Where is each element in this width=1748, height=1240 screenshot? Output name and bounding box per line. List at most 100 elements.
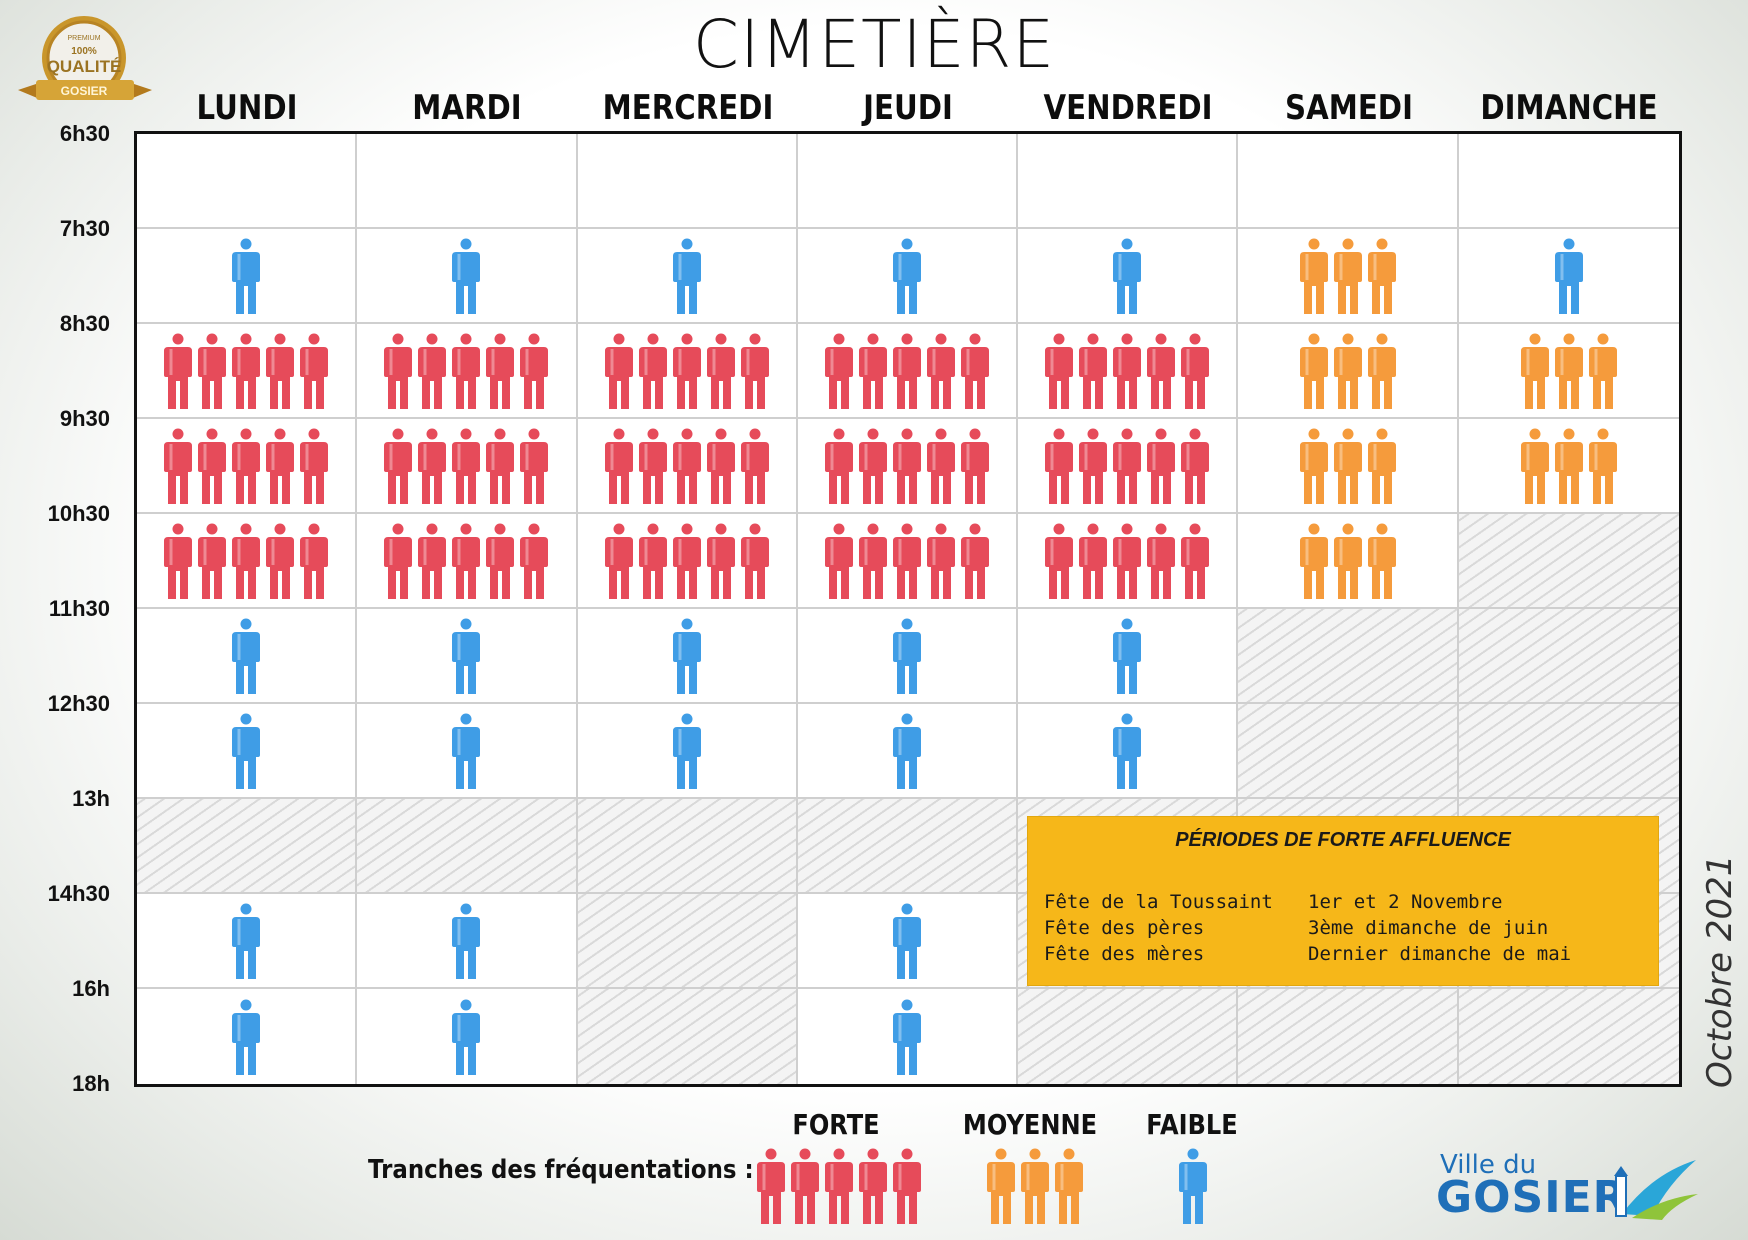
peak-period-event: Fête des pères [1044, 917, 1205, 939]
person-icon [1181, 333, 1210, 409]
person-icon [1588, 333, 1617, 409]
peak-periods-box: PÉRIODES DE FORTE AFFLUENCE Fête de la T… [1028, 817, 1658, 985]
person-icon [1181, 523, 1210, 599]
person-icon [300, 333, 329, 409]
crowd-level-moyenne [1459, 428, 1679, 504]
person-icon [926, 523, 955, 599]
schedule-cell [577, 799, 798, 894]
schedule-cell [357, 894, 578, 989]
person-icon [1333, 523, 1362, 599]
person-icon [706, 523, 735, 599]
person-icon [892, 428, 921, 504]
crowd-level-forte [357, 428, 575, 504]
legend-forte-label: FORTE [792, 1108, 880, 1141]
person-icon [757, 1148, 785, 1224]
schedule-cell [1018, 419, 1239, 514]
schedule-cell [137, 324, 358, 419]
person-icon [824, 523, 853, 599]
person-icon [452, 428, 481, 504]
person-icon [824, 428, 853, 504]
person-icon [1045, 333, 1074, 409]
schedule-cell [577, 514, 798, 609]
person-icon [266, 333, 295, 409]
person-icon [384, 333, 413, 409]
person-icon [1520, 428, 1549, 504]
schedule-cell [797, 324, 1019, 419]
schedule-cell [577, 894, 798, 989]
person-icon [232, 618, 261, 694]
person-icon [672, 713, 701, 789]
crowd-level-faible [137, 238, 355, 314]
person-icon [164, 523, 193, 599]
crowd-level-forte [798, 428, 1016, 504]
person-icon [1021, 1148, 1049, 1224]
person-icon [164, 428, 193, 504]
crowd-level-faible [137, 713, 355, 789]
person-icon [740, 428, 769, 504]
person-icon [1299, 523, 1328, 599]
person-icon [893, 1148, 921, 1224]
schedule-cell [1018, 989, 1239, 1084]
peak-period-date: Dernier dimanche de mai [1308, 943, 1572, 965]
schedule-cell [137, 799, 358, 894]
crowd-level-faible [578, 713, 796, 789]
person-icon [1367, 428, 1396, 504]
schedule-cell [137, 989, 358, 1084]
person-icon [1079, 523, 1108, 599]
schedule-cell [137, 704, 358, 799]
person-icon [232, 428, 261, 504]
person-icon [892, 713, 921, 789]
person-icon [300, 428, 329, 504]
person-icon [638, 428, 667, 504]
time-label-0: 6h30 [59, 121, 110, 146]
peak-period-row: Fête des pères 3ème dimanche de juin [1044, 917, 1548, 939]
peak-period-date: 3ème dimanche de juin [1308, 917, 1549, 939]
schedule-cell [797, 419, 1019, 514]
person-icon [1554, 333, 1583, 409]
person-icon [1113, 238, 1142, 314]
schedule-cell [1238, 514, 1459, 609]
person-icon [740, 523, 769, 599]
legend-label: Tranches des fréquentations : [368, 1155, 754, 1185]
person-icon [926, 428, 955, 504]
person-icon [1333, 428, 1362, 504]
schedule-cell [137, 514, 358, 609]
person-icon [1554, 238, 1583, 314]
crowd-level-faible [357, 903, 575, 979]
day-header-1: MARDI [412, 88, 523, 128]
person-icon [198, 333, 227, 409]
person-icon [892, 333, 921, 409]
person-icon [232, 333, 261, 409]
person-icon [706, 333, 735, 409]
person-icon [859, 1148, 887, 1224]
peak-period-row: Fête de la Toussaint 1er et 2 Novembre [1044, 891, 1502, 913]
crowd-level-forte [1018, 523, 1236, 599]
person-icon [300, 523, 329, 599]
time-label-4: 10h30 [47, 501, 110, 526]
schedule-cell [577, 419, 798, 514]
person-icon [232, 999, 261, 1075]
schedule-cell [1018, 514, 1239, 609]
person-icon [520, 428, 549, 504]
person-icon [452, 618, 481, 694]
quality-badge: PREMIUM 100% QUALITÉ GOSIER [18, 16, 152, 100]
person-icon [604, 333, 633, 409]
schedule-cell [1238, 134, 1459, 229]
schedule-cell [1018, 324, 1239, 419]
crowd-level-moyenne [1459, 333, 1679, 409]
crowd-level-faible [357, 618, 575, 694]
person-icon [672, 333, 701, 409]
person-icon [1079, 428, 1108, 504]
person-icon [706, 428, 735, 504]
person-icon [672, 523, 701, 599]
person-icon [892, 903, 921, 979]
legend-moyenne-icons [986, 1148, 1084, 1224]
person-icon [1333, 333, 1362, 409]
person-icon [858, 333, 887, 409]
person-icon [1299, 333, 1328, 409]
schedule-cell [357, 229, 578, 324]
schedule-cell [797, 609, 1019, 704]
schedule-cell [1458, 324, 1679, 419]
person-icon [232, 903, 261, 979]
crowd-level-faible [357, 713, 575, 789]
